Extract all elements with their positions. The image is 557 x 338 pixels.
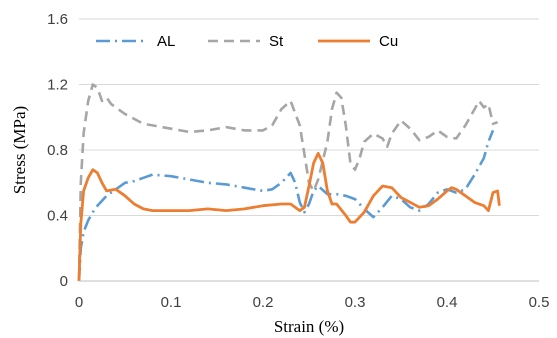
legend-label-al: AL bbox=[157, 33, 175, 50]
legend-label-st: St bbox=[269, 33, 284, 50]
series-line-cu bbox=[77, 151, 501, 282]
gridlines bbox=[79, 18, 539, 216]
x-tick-label: 0.2 bbox=[253, 294, 274, 311]
y-tick-label: 0 bbox=[60, 273, 68, 290]
x-tick-label: 0 bbox=[75, 294, 83, 311]
series-lines bbox=[77, 83, 501, 282]
x-tick-label: 0.5 bbox=[529, 294, 550, 311]
legend-label-cu: Cu bbox=[379, 33, 398, 50]
x-tick-label: 0.1 bbox=[161, 294, 182, 311]
x-tick-label: 0.4 bbox=[437, 294, 458, 311]
y-axis-title: Stress (MPa) bbox=[10, 106, 29, 194]
y-tick-label: 1.2 bbox=[47, 77, 68, 94]
legend: AL St Cu bbox=[96, 33, 398, 50]
x-axis-title: Strain (%) bbox=[274, 317, 344, 336]
y-tick-label: 0.4 bbox=[47, 208, 68, 225]
y-tick-label: 0.8 bbox=[47, 142, 68, 159]
axes: 0 0.4 0.8 1.2 1.6 0 0.1 0.2 0.3 0.4 0.5 bbox=[47, 11, 549, 311]
x-tick-label: 0.3 bbox=[345, 294, 366, 311]
series-line-al bbox=[77, 129, 495, 282]
series-line-st bbox=[77, 83, 499, 282]
y-tick-label: 1.6 bbox=[47, 11, 68, 28]
